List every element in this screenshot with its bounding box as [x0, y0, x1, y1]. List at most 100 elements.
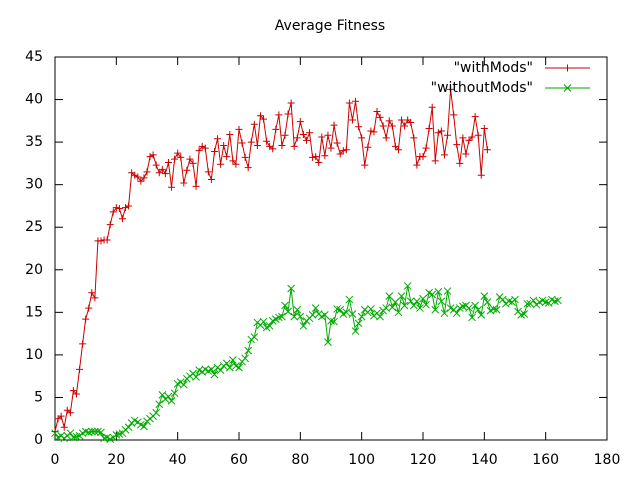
point-marker: [398, 116, 406, 124]
point-marker: [422, 144, 430, 152]
point-marker: [189, 159, 197, 167]
point-marker: [57, 412, 65, 420]
point-marker: [330, 317, 338, 326]
point-marker: [76, 365, 84, 373]
x-tick-label: 0: [51, 452, 60, 468]
point-marker: [348, 116, 356, 124]
point-marker: [428, 103, 436, 111]
point-marker: [131, 171, 139, 179]
y-tick-label: 0: [34, 432, 43, 448]
point-marker: [284, 110, 292, 118]
point-marker: [149, 151, 157, 159]
point-marker: [250, 333, 259, 341]
point-marker: [483, 146, 491, 154]
legend-label: "withoutMods": [431, 80, 533, 96]
point-marker: [419, 294, 427, 303]
point-marker: [419, 153, 427, 161]
point-marker: [364, 143, 372, 151]
point-marker: [318, 133, 326, 141]
x-tick-label: 140: [471, 452, 498, 468]
point-marker: [155, 169, 163, 177]
point-marker: [51, 429, 59, 438]
point-marker: [401, 122, 409, 130]
point-marker: [235, 125, 243, 133]
point-marker: [66, 429, 75, 438]
point-marker: [284, 307, 292, 316]
point-marker: [376, 312, 384, 321]
point-marker: [158, 165, 166, 173]
point-marker: [413, 297, 421, 306]
point-marker: [406, 297, 415, 306]
point-marker: [388, 303, 397, 312]
point-marker: [247, 138, 255, 146]
point-marker: [88, 289, 96, 297]
point-marker: [72, 390, 80, 398]
point-marker: [492, 305, 501, 314]
point-marker: [551, 297, 559, 306]
point-marker: [321, 311, 329, 319]
y-tick-label: 20: [25, 262, 43, 278]
point-marker: [468, 133, 476, 141]
point-marker: [210, 370, 219, 379]
point-marker: [407, 119, 415, 127]
point-marker: [367, 305, 375, 313]
point-marker: [471, 113, 479, 121]
point-marker: [333, 139, 341, 147]
point-marker: [517, 311, 525, 319]
point-marker: [361, 161, 369, 169]
point-marker: [115, 430, 124, 438]
point-marker: [179, 380, 188, 389]
point-marker: [158, 391, 167, 399]
x-tick-label: 60: [230, 452, 248, 468]
point-marker: [85, 304, 93, 312]
point-marker: [379, 122, 387, 130]
point-marker: [125, 202, 133, 210]
point-marker: [60, 423, 68, 431]
point-marker: [106, 221, 114, 229]
point-marker: [210, 147, 218, 155]
point-marker: [91, 294, 99, 302]
point-marker: [152, 161, 160, 169]
point-marker: [357, 312, 366, 321]
point-marker: [352, 97, 360, 105]
point-marker: [195, 147, 203, 155]
point-marker: [453, 141, 461, 149]
point-marker: [480, 124, 488, 132]
point-marker: [229, 356, 237, 364]
point-marker: [214, 135, 222, 143]
point-marker: [253, 142, 261, 150]
point-marker: [272, 125, 280, 133]
point-marker: [321, 152, 329, 160]
point-marker: [440, 309, 449, 318]
point-marker: [444, 131, 452, 139]
point-marker: [161, 170, 169, 178]
point-marker: [217, 160, 225, 168]
point-marker: [477, 171, 485, 179]
point-marker: [434, 288, 443, 296]
point-marker: [311, 304, 320, 312]
point-marker: [388, 122, 396, 130]
chart-title: Average Fitness: [275, 18, 385, 34]
point-marker: [333, 305, 341, 313]
point-marker: [124, 423, 133, 432]
point-marker: [180, 179, 188, 187]
point-marker: [422, 300, 430, 309]
point-marker: [459, 134, 467, 142]
point-marker: [299, 130, 307, 138]
point-marker: [171, 155, 179, 163]
point-marker: [410, 134, 418, 142]
point-marker: [72, 432, 81, 441]
point-marker: [342, 146, 350, 154]
point-marker: [452, 309, 461, 318]
point-marker: [462, 150, 470, 158]
point-marker: [290, 312, 299, 321]
point-marker: [428, 290, 437, 299]
point-marker: [69, 433, 78, 442]
point-marker: [293, 134, 301, 142]
point-marker: [260, 115, 268, 123]
point-marker: [354, 319, 363, 328]
point-marker: [79, 340, 87, 348]
point-marker: [554, 296, 562, 305]
point-marker: [474, 131, 482, 139]
point-marker: [434, 129, 442, 137]
